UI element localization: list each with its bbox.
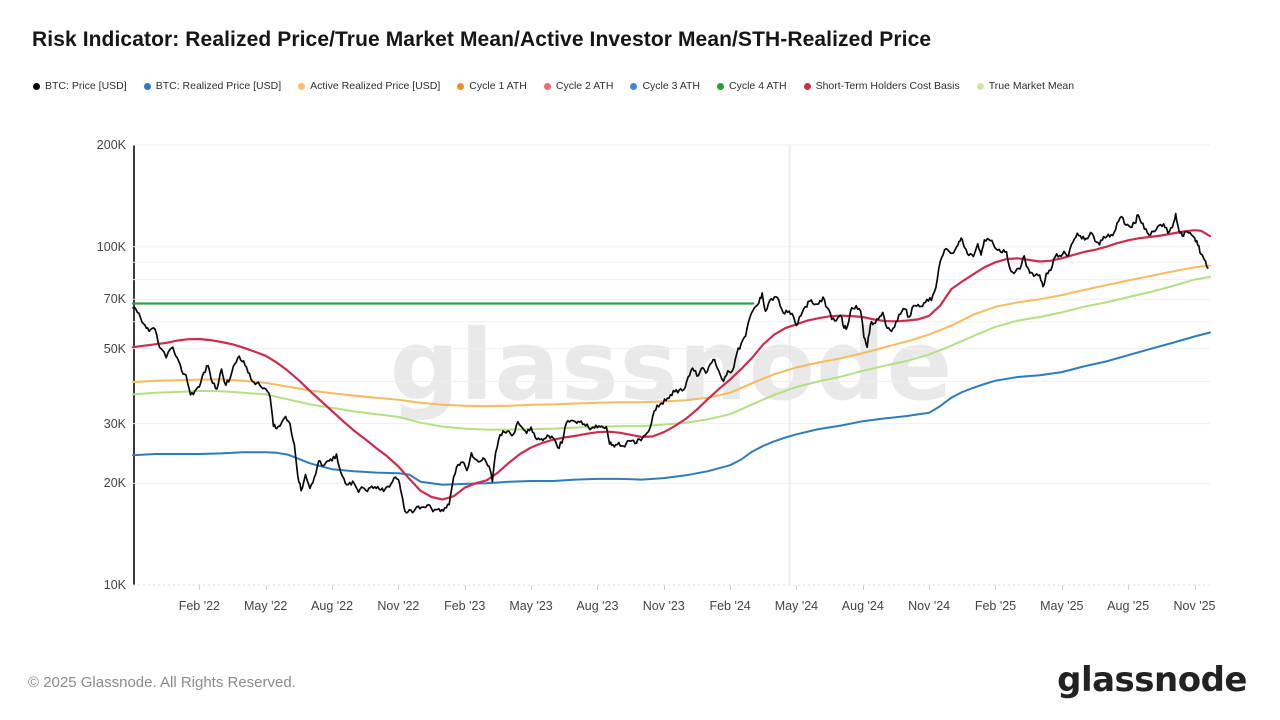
x-axis-tick-mark [995,585,997,590]
y-axis-tick-label: 10K [103,578,126,592]
x-axis-tick-label: Nov '23 [642,599,685,613]
legend-item[interactable]: Cycle 4 ATH [717,80,787,92]
y-axis-tick-label: 20K [103,476,126,491]
legend-label: Active Realized Price [USD] [310,80,441,92]
x-axis-tick-label: Aug '25 [1107,599,1150,613]
y-axis-line [133,145,135,585]
legend-swatch-icon [143,82,151,90]
x-axis-tick-mark [796,585,798,590]
x-axis-tick-mark [199,585,201,590]
x-axis-tick-mark [929,585,931,590]
legend-label: Cycle 3 ATH [642,80,701,92]
chart-lines [131,144,1212,586]
x-axis-tick-label: Feb '24 [709,599,751,613]
x-axis-tick-mark [597,585,599,590]
x-axis-tick-mark [464,585,466,590]
x-axis-tick-label: May '25 [1040,599,1084,613]
legend-swatch-icon [630,82,638,90]
x-axis-tick-mark [1194,585,1196,590]
x-axis-tick-mark [531,585,533,590]
legend-item[interactable]: Cycle 3 ATH [630,80,700,92]
legend-item[interactable]: BTC: Realized Price [USD] [143,80,282,92]
legend-label: BTC: Price [USD] [45,80,127,92]
legend-swatch-icon [298,82,306,90]
y-axis-tick-label: 100K [96,239,126,254]
x-axis-tick-label: Feb '22 [178,599,220,613]
x-axis-tick-label: May '23 [509,599,553,613]
legend-item[interactable]: True Market Mean [976,80,1075,92]
x-axis-tick-label: May '22 [243,599,288,613]
x-axis-tick-mark [1061,585,1063,590]
legend-item[interactable]: Short-Term Holders Cost Basis [803,80,960,92]
x-axis-tick-mark [862,585,864,590]
x-axis-tick-label: May '24 [774,599,819,613]
x-axis-tick-mark [398,585,400,590]
legend-swatch-icon [803,82,811,90]
glassnode-logo: glassnode [1057,660,1247,700]
legend-swatch-icon [33,82,40,90]
x-axis-tick-label: Feb '23 [444,599,486,613]
y-axis-tick-label: 200K [96,138,126,152]
legend-swatch-icon [717,82,725,90]
legend-label: Cycle 2 ATH [555,80,614,92]
x-axis-tick-label: Aug '22 [311,599,354,613]
legend-label: Cycle 4 ATH [729,80,787,92]
y-axis-tick-label: 50K [103,341,126,356]
x-axis-tick-mark [1128,585,1130,590]
x-axis-tick-mark [730,585,732,590]
x-axis-tick-label: Aug '23 [576,599,619,613]
x-axis-tick-label: Aug '24 [841,599,884,613]
x-axis-tick-label: Nov '24 [908,599,951,613]
y-axis-tick-label: 30K [103,416,126,431]
chart-legend: BTC: Price [USD] BTC: Realized Price [USD… [33,80,1074,92]
x-axis-tick-label: Nov '25 [1173,599,1216,613]
x-axis-tick-label: Nov '22 [377,599,420,613]
page-title: Risk Indicator: Realized Price/True Mark… [32,28,932,51]
legend-label: Cycle 1 ATH [469,80,527,92]
legend-item[interactable]: Active Realized Price [USD] [298,80,440,92]
legend-item[interactable]: BTC: Price [USD] [33,80,127,92]
y-axis-tick-label: 70K [103,292,126,307]
legend-swatch-icon [976,82,984,90]
x-axis-tick-mark [265,585,267,590]
copyright-text: © 2025 Glassnode. All Rights Reserved. [28,674,296,691]
legend-item[interactable]: Cycle 2 ATH [543,80,614,92]
x-axis-tick-mark [332,585,334,590]
x-axis-tick-mark [663,585,665,590]
legend-item[interactable]: Cycle 1 ATH [457,80,527,92]
legend-label: Short-Term Holders Cost Basis [815,80,960,92]
legend-swatch-icon [457,82,465,90]
legend-label: BTC: Realized Price [USD] [155,80,282,92]
x-axis-tick-label: Feb '25 [974,599,1017,613]
plot-area[interactable] [131,144,1212,586]
legend-swatch-icon [543,82,551,90]
legend-label: True Market Mean [988,80,1075,92]
